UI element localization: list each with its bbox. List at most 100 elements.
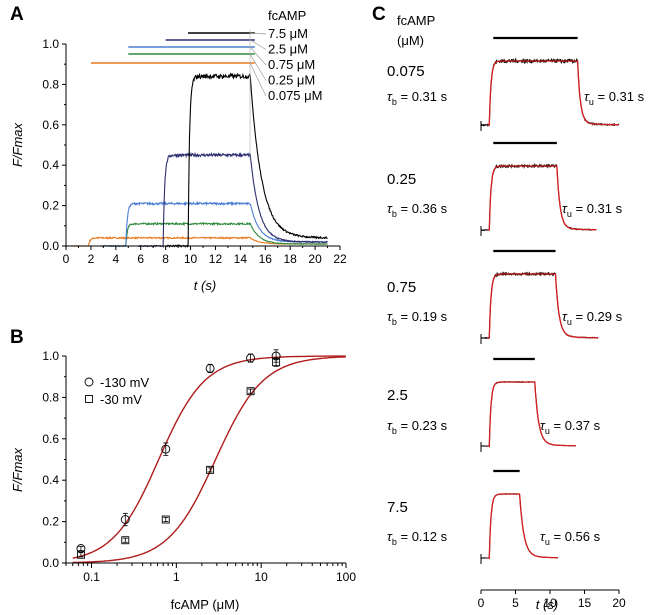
panel-c-tau-u-label: τu = 0.37 s [540,418,601,436]
panel-a-trace [138,151,328,249]
panel-a-trace [165,72,328,249]
panel-c-tau-b-label: τb = 0.19 s [387,309,448,327]
panel-c-xtick-label: 10 [543,596,557,610]
panel-b-legend: -130 mV -30 mV [84,375,149,407]
panel-a-xtick-label: 16 [259,252,273,266]
panel-c-tau-u-label: τu = 0.56 s [540,529,601,547]
panel-a-legend-connector [249,62,267,97]
panel-b-ytick-label: 0.8 [42,390,59,404]
panel-b-chart: 0.0 0.2 0.4 0.6 0.8 1.0 0.1 1 10 100 -130 mV -30 m… [10,349,356,612]
panel-b-ytick-label: 0.4 [42,473,59,487]
panel-c-tau-b-label: τb = 0.12 s [387,529,448,547]
panel-c-conc-label: 0.75 [387,279,416,296]
panel-c-conc-label: 0.075 [387,63,425,80]
panel-b-points [76,349,281,559]
panel-b-xtick-label: 1 [173,570,180,584]
panel-a-xtick-label: 20 [308,252,322,266]
panel-c-xlabel: t (s) [536,597,558,612]
panel-c-trace [480,271,599,339]
panel-a-xtick-label: 4 [112,252,119,266]
panel-c-xtick-label: 0 [478,596,485,610]
panel-a-legend-connector [249,32,267,35]
panel-a-ytick-label: 0.6 [42,118,59,132]
panel-a-legend-label: 0.075 μM [268,88,322,103]
panel-c-fit [487,60,619,126]
panel-a-ytick-label: 0.8 [42,77,59,91]
panel-b-ytick-label: 1.0 [42,349,59,363]
panel-a-chart: 0.0 0.2 0.4 0.6 0.8 1.0 0 2 4 6 8 10 12 14 16 18 20 22 fc… [10,8,347,293]
panel-a-xtick-label: 22 [333,252,347,266]
panel-c-tau-b-label: τb = 0.31 s [387,89,448,107]
panel-c-fit [487,493,558,559]
panel-b-xtick-label: 0.1 [83,570,100,584]
panel-c-traces: 0.075 τb = 0.31 s τu = 0.31 s 0.25 τb = 0.36… [387,36,645,564]
panel-a-legend-connector [249,53,267,81]
panel-b-letter: B [10,327,24,348]
panel-a-xtick-label: 2 [88,252,95,266]
panel-a-axes: 0.0 0.2 0.4 0.6 0.8 1.0 0 2 4 6 8 10 12 14 16 18 20 22 [42,37,347,266]
panel-b-axes: 0.0 0.2 0.4 0.6 0.8 1.0 0.1 1 10 100 [42,349,356,584]
panel-b-point-square [272,358,281,367]
panel-a-xtick-label: 6 [137,252,144,266]
panel-a-xtick-label: 0 [63,252,70,266]
panel-c-header-line1: fcAMP [397,13,435,28]
panel-a-xtick-label: 10 [184,252,198,266]
panel-a-application-bars [90,32,255,64]
panel-a-xtick-label: 14 [234,252,248,266]
panel-c-fit [487,273,599,339]
panel-a-xtick-label: 8 [162,252,169,266]
panel-a-xtick-label: 12 [209,252,223,266]
panel-b-ytick-label: 0.6 [42,432,59,446]
panel-a-letter: A [10,4,24,25]
panel-b-xtick-label: 10 [254,570,268,584]
panel-b-legend-label-1: -130 mV [100,375,149,390]
panel-a-xtick-label: 18 [284,252,298,266]
panel-c-conc-label: 7.5 [387,499,408,516]
panel-b-legend-circle [84,377,94,387]
panel-a-ytick-label: 0.2 [42,199,59,213]
panel-a-legend: fcAMP 7.5 μM2.5 μM0.75 μM0.25 μM0.075 μM [249,8,322,160]
panel-c-axes: 0 5 10 15 20 [478,589,626,610]
panel-c-trace [480,380,576,448]
panel-a-ytick-label: 0.0 [42,239,59,253]
panel-b-point-circle [161,444,171,454]
panel-b-point-square [161,515,170,524]
panel-b-ytick-label: 0.2 [42,515,59,529]
panel-a-traces [65,72,328,249]
panel-a-legend-connector [249,46,267,66]
panel-b-ylabel: F/Fmax [10,447,25,492]
panel-b-point-square [246,387,255,396]
panel-a-xlabel: t (s) [194,278,216,293]
panel-b-point-circle [120,515,130,524]
panel-a-ytick-label: 0.4 [42,158,59,172]
panel-b-ytick-label: 0.0 [42,556,59,570]
panel-c-trace [480,162,597,232]
panel-c-xtick-label: 5 [512,596,519,610]
panel-c-tau-u-label: τu = 0.31 s [562,201,623,219]
panel-b-point-square [121,536,130,545]
panel-c-fit [487,165,597,231]
panel-b-point-circle [246,353,256,363]
panel-a-legend-label: 0.25 μM [268,73,315,88]
panel-b-xlabel: fcAMP (μM) [171,597,240,612]
panel-a-ytick-label: 1.0 [42,37,59,51]
panel-c-tau-u-label: τu = 0.29 s [562,309,623,327]
panel-c-fit [487,381,576,447]
panel-b-point-square [76,550,85,559]
panel-b-point-circle [205,363,215,373]
panel-c-conc-label: 2.5 [387,387,408,404]
panel-c-tau-b-label: τb = 0.36 s [387,201,448,219]
panel-a-ylabel: F/Fmax [10,122,25,167]
panel-b-xtick-label: 100 [336,570,356,584]
panel-a-trace [100,221,328,248]
panel-c-tau-u-label: τu = 0.31 s [584,89,645,107]
panel-c-xtick-label: 20 [612,596,626,610]
panel-a-legend-connector [249,39,267,50]
panel-c-conc-label: 0.25 [387,171,416,188]
panel-c-xtick-label: 15 [578,596,592,610]
panel-c-header-line2: (μM) [397,33,424,48]
panel-a-legend-label: 2.5 μM [268,42,308,57]
panel-c-tau-b-label: τb = 0.23 s [387,418,448,436]
